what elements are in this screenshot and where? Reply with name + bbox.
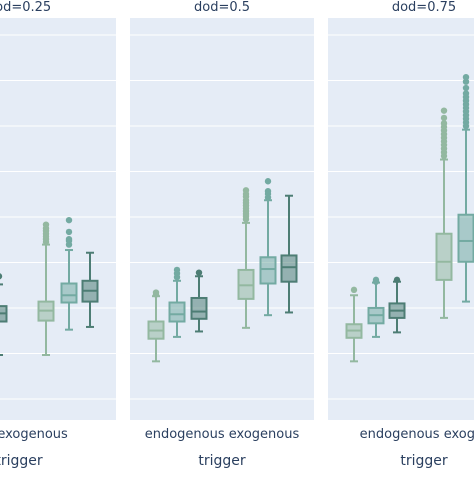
x-axis-title: trigger bbox=[198, 453, 246, 469]
outlier-point bbox=[372, 276, 380, 284]
box-endogenous-group-1 bbox=[147, 289, 165, 363]
outlier-point bbox=[393, 276, 401, 284]
panel-background bbox=[130, 18, 314, 420]
box-endogenous-group-3 bbox=[0, 273, 8, 356]
panel-title: dod=0.25 bbox=[0, 0, 51, 15]
outlier-point bbox=[264, 178, 272, 185]
outlier-point bbox=[195, 269, 203, 276]
panel-title: dod=0.75 bbox=[392, 0, 456, 15]
box-iqr bbox=[168, 301, 186, 323]
box-exogenous-group-1 bbox=[435, 107, 453, 319]
panel-background bbox=[328, 18, 474, 420]
box-endogenous-group-1 bbox=[345, 286, 363, 363]
x-axis-title: trigger bbox=[0, 453, 43, 469]
box-iqr bbox=[259, 256, 277, 285]
box-iqr bbox=[60, 282, 78, 304]
box-exogenous-group-2 bbox=[60, 216, 78, 331]
box-endogenous-group-2 bbox=[168, 266, 186, 338]
box-exogenous-group-2 bbox=[457, 73, 474, 303]
outlier-point bbox=[350, 286, 358, 294]
box-exogenous-group-3 bbox=[81, 251, 99, 328]
box-exogenous-group-1 bbox=[237, 187, 255, 329]
panel-title: dod=0.5 bbox=[194, 0, 250, 15]
outlier-point bbox=[242, 187, 250, 194]
outlier-point bbox=[152, 289, 160, 296]
panel-background bbox=[0, 18, 116, 420]
outlier-point bbox=[462, 78, 470, 85]
box-iqr bbox=[280, 254, 298, 283]
outlier-point bbox=[173, 266, 181, 274]
box-endogenous-group-3 bbox=[190, 269, 208, 333]
box-exogenous-group-1 bbox=[37, 221, 55, 356]
box-endogenous-group-2 bbox=[367, 276, 385, 338]
outlier-point bbox=[440, 120, 448, 127]
outlier-point bbox=[462, 90, 470, 97]
box-iqr bbox=[435, 232, 453, 281]
outlier-point bbox=[65, 235, 73, 243]
outlier-point bbox=[0, 273, 3, 280]
box-exogenous-group-3 bbox=[280, 194, 298, 314]
outlier-point bbox=[65, 228, 73, 236]
outlier-point bbox=[462, 73, 470, 81]
outlier-point bbox=[462, 84, 470, 92]
outlier-point bbox=[440, 114, 448, 122]
box-iqr bbox=[190, 296, 208, 320]
x-axis-title: trigger bbox=[400, 453, 448, 469]
x-tick-labels: endogenous exogenous bbox=[145, 427, 300, 442]
outlier-point bbox=[264, 187, 272, 195]
box-exogenous-group-2 bbox=[259, 178, 277, 317]
box-iqr bbox=[457, 213, 474, 263]
box-endogenous-group-3 bbox=[388, 276, 406, 334]
outlier-point bbox=[42, 221, 50, 228]
x-tick-labels: ous exogenous bbox=[0, 427, 68, 442]
x-tick-labels: endogenous exoger bbox=[360, 427, 474, 442]
outlier-point bbox=[65, 216, 73, 224]
outlier-point bbox=[440, 107, 448, 114]
